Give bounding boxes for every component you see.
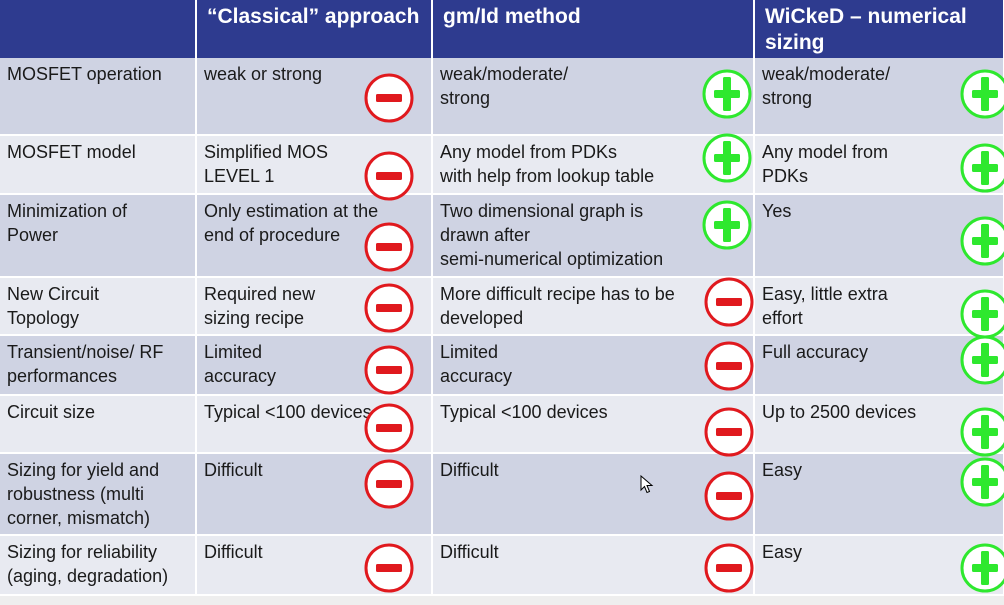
rating-cell: Difficult (196, 535, 433, 596)
rating-cell: Up to 2500 devices (754, 395, 1004, 457)
table-row: Circuit size Typical <100 devices Typica… (0, 395, 1004, 457)
criterion-cell: Sizing for reliability (aging, degradati… (0, 535, 197, 596)
rating-cell: Yes (754, 194, 1004, 278)
criterion-cell: Circuit size (0, 395, 197, 454)
plus-icon (701, 68, 753, 126)
rating-cell: Any model from PDKs with help from looku… (432, 132, 755, 195)
mouse-cursor-icon (640, 475, 654, 494)
header-wicked: WiCkeD – numerical sizing (754, 0, 1004, 58)
table-row: Transient/noise/ RF performances Limited… (0, 334, 1004, 398)
rating-cell: weak/moderate/ strong (432, 58, 755, 136)
minus-icon (363, 344, 415, 402)
minus-icon (363, 282, 415, 340)
header-gmid: gm/Id method (432, 0, 755, 58)
rating-cell: Simplified MOS LEVEL 1 (196, 135, 433, 201)
rating-cell: Easy, little extra effort (754, 277, 1004, 339)
rating-cell: Two dimensional graph is drawn after sem… (432, 194, 755, 278)
header-row: “Classical” approach gm/Id method WiCkeD… (0, 0, 1004, 58)
header-classical: “Classical” approach (196, 0, 433, 58)
plus-icon (959, 215, 1004, 273)
minus-icon (363, 221, 415, 279)
criterion-cell: Minimization of Power (0, 194, 197, 278)
table-row: Sizing for reliability (aging, degradati… (0, 535, 1004, 596)
plus-icon (959, 68, 1004, 126)
rating-cell: Limited accuracy (432, 335, 755, 398)
rating-cell: Full accuracy (754, 334, 1004, 396)
plus-icon (701, 132, 753, 190)
minus-icon (703, 276, 755, 334)
rating-cell: Typical <100 devices (432, 395, 755, 457)
rating-cell: Difficult (196, 453, 433, 536)
rating-cell: Typical <100 devices (196, 395, 433, 454)
rating-cell: Difficult (432, 535, 755, 596)
rating-cell: weak or strong (196, 58, 433, 136)
minus-icon (363, 458, 415, 516)
minus-icon (363, 150, 415, 208)
plus-icon (959, 542, 1004, 600)
table-row: Minimization of Power Only estimation at… (0, 194, 1004, 279)
table-row: New Circuit Topology Required new sizing… (0, 276, 1004, 339)
table-row: Sizing for yield and robustness (multi c… (0, 453, 1004, 536)
criterion-cell: MOSFET model (0, 135, 197, 195)
footer-strip (0, 596, 1004, 605)
table-row: MOSFET operation weak or strong weak/mod… (0, 58, 1004, 136)
criterion-cell: New Circuit Topology (0, 277, 197, 336)
rating-cell: More difficult recipe has to be develope… (432, 276, 755, 336)
rating-cell: Only estimation at the end of procedure (196, 194, 433, 279)
minus-icon (703, 340, 755, 398)
header-criterion (0, 0, 197, 58)
minus-icon (363, 542, 415, 600)
plus-icon (959, 142, 1004, 200)
minus-icon (363, 72, 415, 130)
rating-cell: Easy (754, 535, 1004, 596)
criterion-cell: Sizing for yield and robustness (multi c… (0, 453, 197, 536)
plus-icon (701, 199, 753, 257)
rating-cell: Difficult (432, 453, 755, 536)
plus-icon (959, 334, 1004, 392)
minus-icon (703, 542, 755, 600)
plus-icon (959, 456, 1004, 514)
rating-cell: Limited accuracy (196, 335, 433, 396)
rating-cell: Required new sizing recipe (196, 277, 433, 336)
rating-cell: Any model from PDKs (754, 135, 1004, 195)
minus-icon (363, 402, 415, 460)
table-row: MOSFET model Simplified MOS LEVEL 1 Any … (0, 132, 1004, 201)
rating-cell: weak/moderate/ strong (754, 58, 1004, 136)
criterion-cell: MOSFET operation (0, 58, 197, 136)
criterion-cell: Transient/noise/ RF performances (0, 335, 197, 396)
minus-icon (703, 470, 755, 528)
rating-cell: Easy (754, 453, 1004, 536)
plus-icon (959, 406, 1004, 464)
minus-icon (703, 406, 755, 464)
